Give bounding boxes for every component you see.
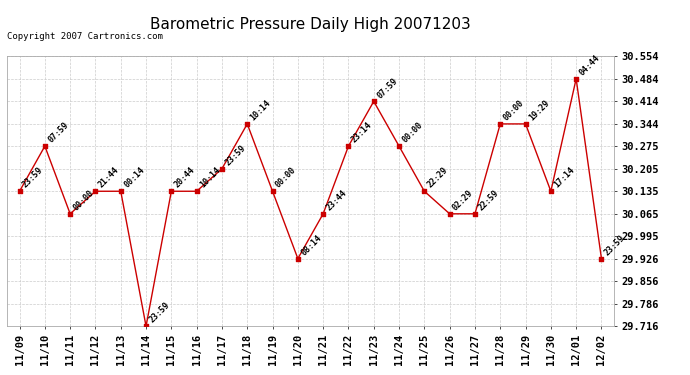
Point <box>343 143 354 149</box>
Text: 23:59: 23:59 <box>603 233 627 257</box>
Text: Copyright 2007 Cartronics.com: Copyright 2007 Cartronics.com <box>7 32 163 41</box>
Text: 23:59: 23:59 <box>148 301 172 325</box>
Point <box>217 166 228 172</box>
Text: 00:00: 00:00 <box>72 188 96 212</box>
Point <box>317 211 328 217</box>
Text: 00:14: 00:14 <box>122 166 146 190</box>
Point <box>571 76 582 82</box>
Text: 19:29: 19:29 <box>527 99 551 123</box>
Text: 23:14: 23:14 <box>350 121 374 145</box>
Point <box>393 143 404 149</box>
Point <box>267 188 278 194</box>
Text: 02:29: 02:29 <box>451 188 475 212</box>
Text: 20:44: 20:44 <box>172 166 197 190</box>
Text: 23:59: 23:59 <box>21 166 45 190</box>
Text: 04:44: 04:44 <box>578 53 602 77</box>
Text: 00:00: 00:00 <box>502 99 526 123</box>
Point <box>469 211 480 217</box>
Point <box>545 188 556 194</box>
Point <box>520 121 531 127</box>
Text: 23:44: 23:44 <box>324 188 348 212</box>
Text: 10:14: 10:14 <box>248 99 273 123</box>
Point <box>368 98 380 104</box>
Text: 08:14: 08:14 <box>299 233 324 257</box>
Point <box>166 188 177 194</box>
Text: 23:59: 23:59 <box>224 143 248 167</box>
Point <box>115 188 126 194</box>
Point <box>39 143 50 149</box>
Text: 22:29: 22:29 <box>426 166 450 190</box>
Point <box>444 211 455 217</box>
Point <box>141 323 152 329</box>
Point <box>241 121 253 127</box>
Point <box>191 188 202 194</box>
Text: 21:44: 21:44 <box>97 166 121 190</box>
Text: 07:59: 07:59 <box>46 121 70 145</box>
Text: 10:14: 10:14 <box>198 166 222 190</box>
Point <box>495 121 506 127</box>
Point <box>293 256 304 262</box>
Point <box>14 188 25 194</box>
Text: Barometric Pressure Daily High 20071203: Barometric Pressure Daily High 20071203 <box>150 17 471 32</box>
Text: 07:59: 07:59 <box>375 76 400 100</box>
Point <box>65 211 76 217</box>
Point <box>419 188 430 194</box>
Text: 00:00: 00:00 <box>274 166 298 190</box>
Text: 00:00: 00:00 <box>400 121 424 145</box>
Point <box>90 188 101 194</box>
Point <box>596 256 607 262</box>
Text: 22:59: 22:59 <box>476 188 500 212</box>
Text: 17:14: 17:14 <box>552 166 576 190</box>
